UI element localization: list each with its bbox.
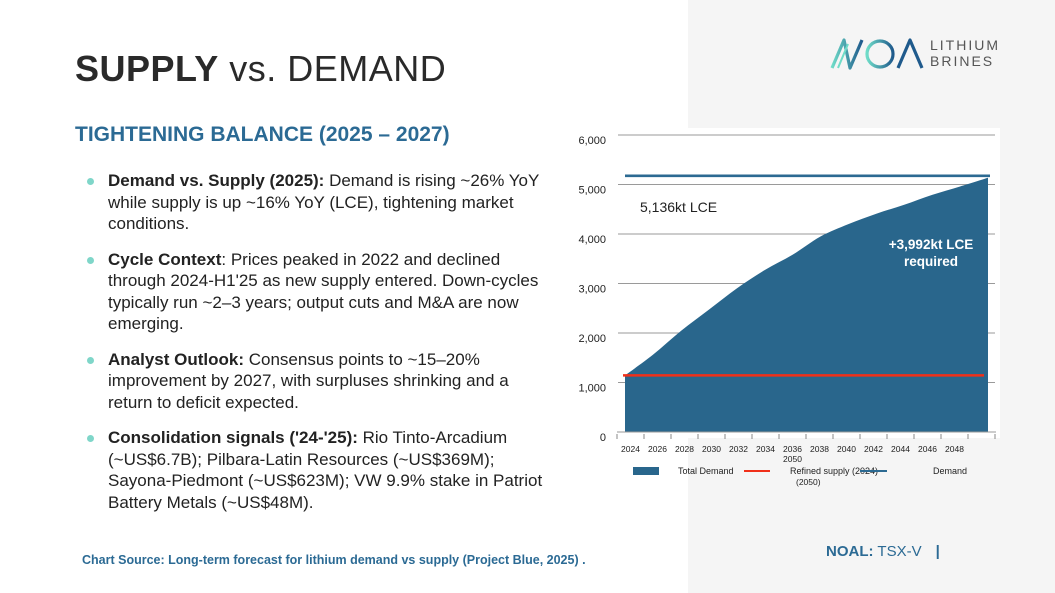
y-tick-label: 1,000: [578, 383, 606, 395]
y-tick-label: 0: [600, 432, 606, 444]
x-tick-label: 2034: [756, 444, 775, 454]
bullet-item: Demand vs. Supply (2025): Demand is risi…: [84, 170, 544, 235]
page-title: SUPPLY vs. DEMAND: [75, 48, 446, 90]
total-demand-area: [625, 177, 988, 432]
bullet-heading: Demand vs. Supply (2025):: [108, 171, 325, 190]
x-tick-label: 2044: [891, 444, 910, 454]
x-tick-label: 2040: [837, 444, 856, 454]
bullet-item: Consolidation signals ('24-'25): Rio Tin…: [84, 427, 544, 513]
bullet-body: : Prices peaked in 2022 and declined thr…: [108, 249, 539, 334]
legend-label-demand: Demand: [933, 466, 967, 476]
bullet-heading: Cycle Context: [108, 249, 222, 269]
logo-a-mark: [896, 38, 924, 69]
ticker-separator: |: [935, 543, 940, 560]
bullet-body: Rio Tinto-Arcadium (~US$6.7B); Pilbara-L…: [108, 428, 543, 512]
logo-n-stroke: [837, 43, 849, 69]
x-axis-ticks: 2024 2026 2028 2030 2032 2034 2036 2038 2040 2042…: [616, 434, 996, 464]
bullet-body: Demand is rising ~26% YoY while supply i…: [108, 171, 540, 233]
legend-label-wrap-2050: (2050): [796, 477, 821, 487]
ticker-exchange: TSX-V: [877, 543, 922, 560]
bullet-heading: Analyst Outlook:: [108, 349, 245, 369]
section-subtitle: TIGHTENING BALANCE (2025 – 2027): [75, 123, 450, 146]
y-tick-label: 3,000: [578, 284, 606, 296]
noa-logo-icon: [830, 38, 924, 70]
y-tick-label: 2,000: [578, 333, 606, 345]
ticker-bold: NOAL:: [826, 543, 874, 560]
bullet-dot-icon: [87, 435, 94, 442]
y-tick-label: 6,000: [578, 135, 606, 147]
logo-n-mark: [830, 38, 864, 70]
bullet-dot-icon: [87, 256, 94, 264]
legend-swatch-total-demand: [633, 467, 659, 475]
x-tick-label: 2046: [918, 444, 937, 454]
y-tick-label: 4,000: [578, 234, 606, 246]
x-tick-label: 2048: [945, 444, 964, 454]
annotation-demand-total: 5,136kt LCE: [640, 199, 717, 215]
y-tick-label: 5,000: [578, 185, 606, 197]
logo-line2: BRINES: [930, 53, 995, 69]
x-tick-label: 2028: [675, 444, 694, 454]
bullet-item: Cycle Context: Prices peaked in 2022 and…: [84, 249, 544, 335]
x-tick-label: 2026: [648, 444, 667, 454]
x-tick-label: 2024: [621, 444, 640, 454]
bullet-body: Consensus points to ~15–20% improvement …: [108, 349, 509, 412]
title-light: vs. DEMAND: [229, 48, 447, 89]
y-axis-ticks: 0 1,000 2,000 3,000 4,000 5,000 6,000: [578, 135, 606, 444]
x-tick-label: 2030: [702, 444, 721, 454]
bullet-heading: Consolidation signals ('24-'25):: [108, 428, 358, 447]
x-tick-label: 2036: [783, 444, 802, 454]
chart-legend: Total Demand Refined supply (2024) (2050…: [633, 466, 967, 487]
annotation-required-line1: +3,992kt LCE: [889, 237, 973, 252]
bullet-dot-icon: [87, 356, 94, 364]
title-bold: SUPPLY: [75, 48, 219, 89]
legend-label-total-demand: Total Demand: [678, 466, 734, 476]
legend-label-refined-supply: Refined supply (2024): [790, 466, 878, 476]
bullet-dot-icon: [87, 178, 94, 185]
chart-source-note: Chart Source: Long-term forecast for lit…: [82, 553, 586, 567]
logo-text: LITHIUM BRINES: [930, 37, 1000, 69]
logo-o-mark: [865, 39, 895, 69]
annotation-required-line2: required: [904, 254, 958, 269]
bullet-list: Demand vs. Supply (2025): Demand is risi…: [84, 170, 544, 527]
ticker-symbol: NOAL: TSX-V |: [826, 543, 940, 560]
bullet-item: Analyst Outlook: Consensus points to ~15…: [84, 349, 544, 414]
demand-supply-chart: 0 1,000 2,000 3,000 4,000 5,000 6,000 2024 2026…: [578, 128, 1000, 487]
x-tick-label: 2032: [729, 444, 748, 454]
x-tick-label: 2042: [864, 444, 883, 454]
chart-container: 0 1,000 2,000 3,000 4,000 5,000 6,000 2024 2026…: [560, 128, 1010, 498]
x-tick-label-2050: 2050: [783, 454, 802, 464]
x-tick-label: 2038: [810, 444, 829, 454]
logo-line1: LITHIUM: [930, 37, 1000, 53]
